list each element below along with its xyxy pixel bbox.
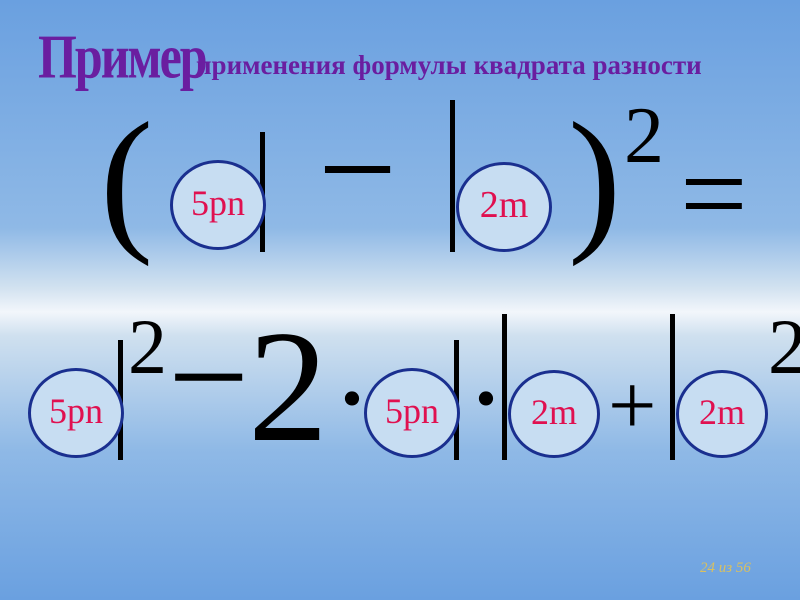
r2-mid-b-stem: [502, 314, 507, 460]
r2-mid-b-bubble: 2m: [508, 370, 600, 458]
page-counter: 24 из 56: [700, 560, 751, 577]
r1-minus: −: [318, 100, 397, 240]
r1-a-bubble: 5pn: [170, 160, 266, 250]
r2-mid-a-bubble-text: 5pn: [385, 393, 439, 429]
r1-b-bubble-text: 2m: [480, 186, 529, 224]
r1-equals: =: [680, 134, 748, 254]
r2-mid-b-bubble-text: 2m: [531, 394, 577, 430]
r1-b-stem: [450, 100, 455, 252]
r2-a-bubble: 5pn: [28, 368, 124, 458]
r2-last-b-stem: [670, 314, 675, 460]
r1-paren-open: (: [100, 98, 153, 258]
slide-stage: Пример применения формулы квадрата разно…: [0, 0, 800, 600]
r2-a-bubble-text: 5pn: [49, 393, 103, 429]
r2-plus: +: [608, 362, 657, 448]
r1-b-bubble: 2m: [456, 162, 552, 252]
r2-minus: −: [168, 306, 249, 450]
title-word: Пример: [38, 20, 206, 93]
r2-a-power: 2: [128, 308, 167, 386]
r2-mid-a-bubble: 5pn: [364, 368, 460, 458]
r2-last-b-bubble: 2m: [676, 370, 768, 458]
r1-a-bubble-text: 5pn: [191, 185, 245, 221]
r2-two: 2: [248, 306, 328, 466]
r1-power2: 2: [624, 96, 664, 176]
r2-dot2: ·: [466, 338, 506, 458]
r2-last-power: 2: [768, 308, 800, 386]
r1-paren-close: ): [568, 98, 621, 258]
title-subtitle: применения формулы квадрата разности: [196, 50, 702, 81]
r2-last-b-bubble-text: 2m: [699, 394, 745, 430]
